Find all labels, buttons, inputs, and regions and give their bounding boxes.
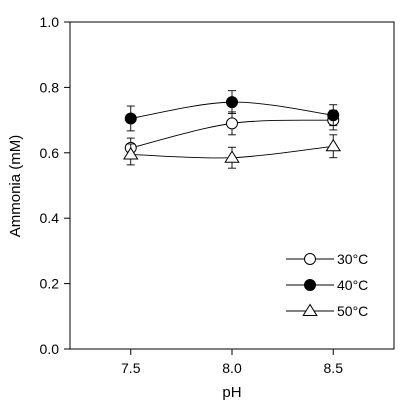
x-tick-label: 8.5 bbox=[324, 360, 344, 376]
legend-item-0: 30°C bbox=[286, 251, 368, 267]
y-tick-label: 0.4 bbox=[40, 210, 60, 226]
y-tick-label: 0.8 bbox=[40, 79, 60, 95]
data-point bbox=[224, 150, 240, 163]
x-tick-label: 8.0 bbox=[222, 360, 242, 376]
plot-frame bbox=[69, 21, 395, 350]
data-point bbox=[226, 96, 238, 109]
data-point bbox=[124, 112, 137, 125]
y-tick-label: 1.0 bbox=[40, 14, 60, 30]
legend-marker bbox=[304, 279, 316, 291]
legend-marker bbox=[302, 303, 318, 317]
legend-marker bbox=[304, 253, 316, 265]
data-point bbox=[325, 138, 341, 152]
legend-label: 50°C bbox=[337, 303, 368, 319]
legend-item-1: 40°C bbox=[286, 277, 368, 293]
y-axis: 0.0 0.2 0.4 0.6 0.8 1.0 bbox=[40, 14, 70, 357]
y-tick-label: 0.6 bbox=[40, 145, 60, 161]
data-point bbox=[327, 109, 340, 122]
series-2 bbox=[123, 134, 341, 169]
plot-border bbox=[69, 21, 395, 350]
data-point bbox=[123, 146, 139, 160]
series-layer bbox=[123, 90, 341, 169]
y-tick-label: 0.0 bbox=[40, 341, 60, 357]
y-tick-label: 0.2 bbox=[40, 276, 60, 292]
legend: 30°C 40°C 50°C bbox=[286, 251, 368, 319]
legend-item-2: 50°C bbox=[286, 303, 368, 319]
x-axis-title: pH bbox=[222, 384, 241, 401]
y-axis-title: Ammonia (mM) bbox=[7, 135, 24, 238]
x-axis: 7.5 8.0 8.5 bbox=[121, 349, 343, 376]
series-1 bbox=[124, 90, 340, 132]
data-point bbox=[226, 117, 238, 130]
legend-label: 30°C bbox=[337, 251, 368, 267]
legend-label: 40°C bbox=[337, 277, 368, 293]
x-tick-label: 7.5 bbox=[121, 360, 141, 376]
